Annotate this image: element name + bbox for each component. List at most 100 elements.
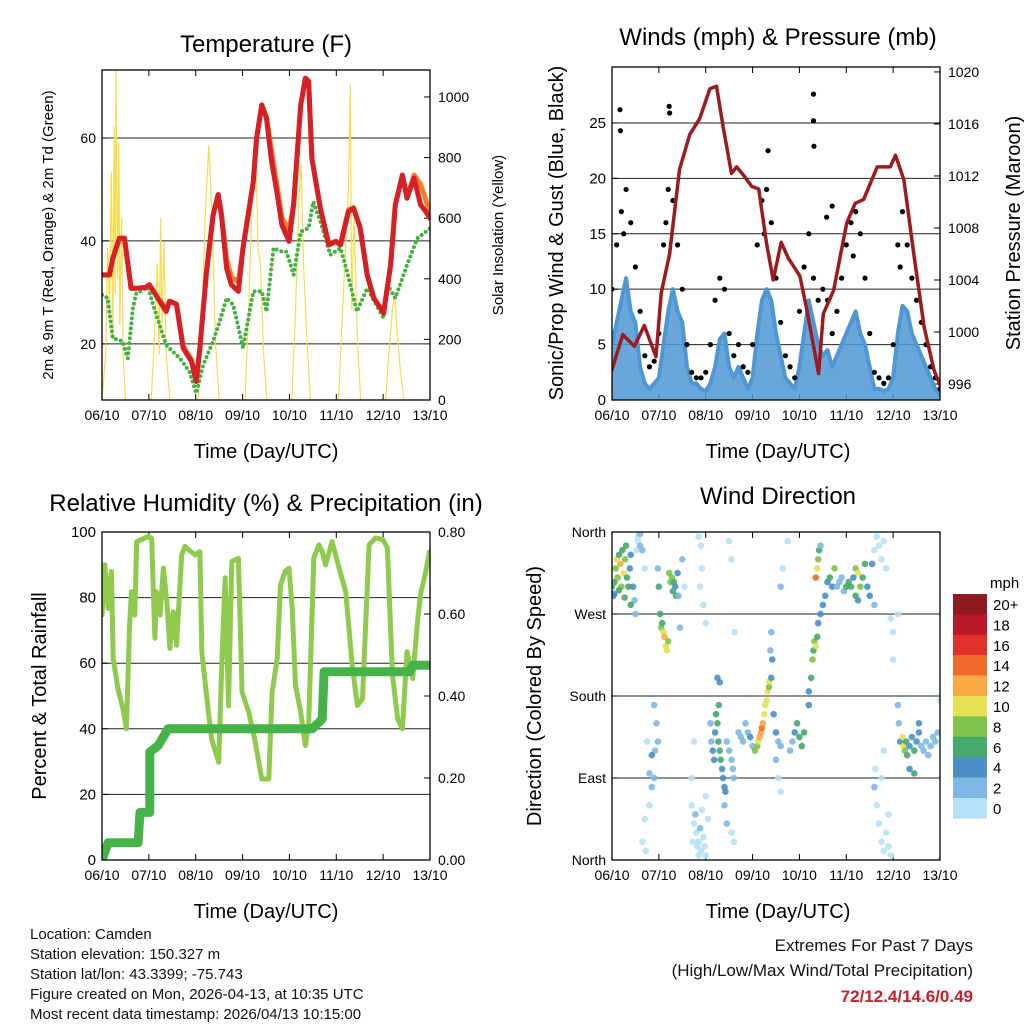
wind-direction-point [721,802,728,809]
wind-direction-point [889,628,897,636]
x-tick-label: 06/10 [84,407,119,423]
colorbar-swatch [953,634,987,656]
wind-direction-point [622,542,630,549]
temperature-xlabel: Time (Day/UTC) [194,441,339,463]
gust-point [857,231,863,237]
series-total-precipitation-line [102,660,430,860]
temperature-plot-area [102,70,430,400]
gust-point [667,110,673,116]
gust-point [815,297,821,303]
gust-point [876,375,882,381]
y-right-tick-label: 1020 [948,64,979,80]
gust-point [637,308,643,314]
wind-direction-point [728,556,735,563]
wind-direction-point [723,820,731,827]
wind-direction-point [696,824,704,832]
pressure-ylabel: Station Pressure (Maroon) [1003,116,1024,351]
gust-point [810,275,817,281]
wind-direction-point [702,792,710,800]
x-tick-label: 12/10 [366,867,401,883]
wind-direction-point [698,806,706,814]
y-tick-label: 15 [589,226,606,243]
wind-direction-point [805,688,813,695]
wind-direction-point [623,574,631,581]
gust-point [796,308,803,314]
series-relative-humidity-line [102,533,430,782]
x-tick-label: 09/10 [735,407,770,423]
wind-direction-point [936,697,940,704]
y-right-tick-label: 0.60 [438,606,465,622]
x-tick-label: 09/10 [225,407,260,423]
gust-point [642,353,648,359]
colorbar-swatch [953,655,987,676]
extremes-title: Extremes For Past 7 Days [774,936,973,955]
wind-direction-point [864,583,871,590]
wind-direction-point [915,729,923,736]
wind-direction-point [646,770,653,777]
wind-direction-point [730,838,738,846]
footer-recent-timestamp: Most recent data timestamp: 2026/04/13 1… [30,1006,362,1023]
humidity-ylabel: Percent & Total Rainfall [29,592,51,800]
colorbar-swatch [953,614,987,635]
wind-direction-point [700,601,707,609]
wind-direction-point [701,843,709,850]
wind-direction-point [728,756,735,764]
wind-direction-point [627,601,635,609]
wind-direction-point [920,747,927,754]
wind-direction-point [821,592,829,600]
wind-direction-point [767,647,774,654]
wind-direction-point [819,601,827,609]
gust-point [778,319,784,326]
wind-direction-point [627,551,635,559]
wind-direction-point [779,565,787,572]
wind-direction-point [636,532,644,538]
colorbar-swatch [953,777,987,799]
wind-direction-point [915,720,923,727]
wind-direction-point [631,597,638,604]
wind-direction-point [708,738,715,745]
wind-direction-point [714,720,721,727]
wind-direction-point [934,729,940,736]
gust-point [848,220,854,226]
gust-point [904,242,910,248]
wind-direction-point [710,756,718,764]
y-right-tick-label: 0.80 [438,524,465,540]
temperature-frame [101,69,431,401]
wind-direction-point [730,774,738,782]
y-tick-label: 40 [79,721,96,738]
wind-direction-point [772,756,780,764]
series-2m-td-dots [102,194,430,400]
wind-direction-point [814,556,822,563]
colorbar-label: 2 [993,781,1001,798]
colorbar-label: 18 [993,617,1010,634]
wind-direction-point [650,701,658,709]
x-tick-label: 06/10 [594,407,629,423]
wind-direction-point [695,533,702,540]
wind-direction-point [768,674,775,682]
gust-point [787,364,793,370]
footer-location: Location: Camden [30,926,152,943]
wind-direction-point [813,633,821,641]
wind-direction-point [715,738,722,745]
y-right-tick-label: 1012 [948,168,979,184]
wind-direction-point [927,742,934,750]
y-tick-label: West [574,606,606,622]
wind-direction-point [654,738,662,745]
wind-direction-point [617,560,624,568]
wind-direction-point [704,815,712,823]
wind-direction-point [759,720,767,727]
gust-point [703,369,709,375]
colorbar-label: 6 [993,740,1001,757]
series-sonic-prop-wind-line [612,276,940,396]
wind-direction-point [812,574,820,581]
y-tick-label: East [578,770,606,786]
colorbar-swatch [953,675,987,697]
gust-point [895,242,901,248]
gust-point [632,264,639,270]
wind-direction-point [632,610,639,618]
x-tick-label: 13/10 [922,867,957,883]
wind-direction-point [878,556,885,563]
wind-direction-point [620,569,628,577]
wind-direction-point [651,747,659,754]
wind-direction-point [702,619,710,627]
